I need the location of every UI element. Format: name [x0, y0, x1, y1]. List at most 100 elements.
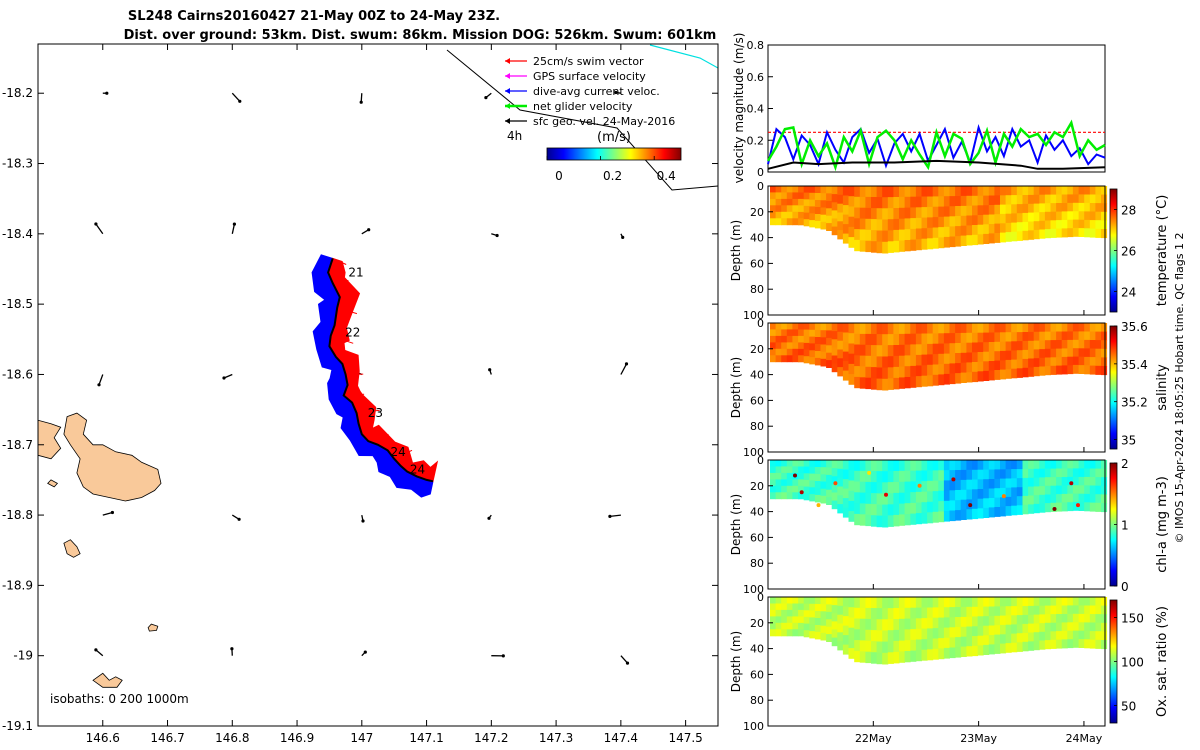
section-cell — [826, 489, 833, 498]
section-cell — [1011, 460, 1018, 470]
section-cell — [770, 460, 777, 467]
section-cell — [854, 355, 861, 367]
section-cell — [792, 342, 799, 350]
section-cell — [842, 469, 849, 480]
section-cell — [1039, 357, 1046, 367]
section-cell — [966, 509, 973, 520]
section-cell — [1022, 477, 1029, 488]
section-cell — [882, 597, 889, 609]
section-cell — [848, 186, 855, 197]
section-cell — [988, 323, 995, 333]
section-cell — [972, 508, 979, 520]
section-cell — [899, 196, 906, 209]
section-cell — [966, 616, 973, 627]
section-cell — [994, 370, 1001, 380]
section-cell — [955, 480, 962, 491]
section-cell — [859, 597, 866, 609]
section-cell — [882, 230, 889, 243]
map-axes: 146.6 146.7 146.8 146.9 147 147.1 147.2 147.3 14… — [2, 44, 718, 745]
section-cell — [1005, 460, 1012, 470]
section-cell — [977, 597, 984, 608]
section-cell — [904, 460, 911, 472]
section-cell — [977, 635, 984, 646]
section-cell — [1022, 195, 1029, 205]
section-y-tick-label: 100 — [743, 720, 764, 733]
swim-vector — [406, 465, 417, 472]
section-cell — [899, 460, 906, 472]
section-cell — [770, 342, 777, 350]
section-cell — [798, 335, 805, 343]
section-cell — [831, 500, 838, 510]
section-cell — [876, 471, 883, 483]
section-y-tick-label: 40 — [750, 232, 764, 245]
section-cell — [865, 629, 872, 642]
section-cell — [826, 497, 833, 505]
section-cell — [994, 233, 1001, 243]
section-cell — [1095, 477, 1102, 487]
section-cell — [854, 186, 861, 198]
section-cell — [949, 617, 956, 628]
section-cell — [770, 472, 777, 480]
section-cell — [893, 608, 900, 620]
section-cell — [792, 616, 799, 624]
section-cell — [837, 340, 844, 350]
section-cell — [1005, 624, 1012, 635]
section-cell — [955, 470, 962, 481]
section-cell — [972, 362, 979, 373]
section-cell — [826, 482, 833, 491]
section-cell — [899, 323, 906, 335]
section-cell — [1050, 365, 1057, 375]
section-cell — [1056, 228, 1063, 238]
section-cell — [1022, 367, 1029, 378]
section-cell — [1067, 468, 1074, 478]
section-cell — [1039, 203, 1046, 213]
section-cell — [1050, 357, 1057, 367]
section-cell — [1067, 219, 1074, 229]
section-y-tick-label: 60 — [750, 394, 764, 407]
section-cell — [949, 500, 956, 511]
speed-colorbar-tick-label: 0 — [555, 169, 563, 183]
section-y-tick-label: 20 — [750, 617, 764, 630]
section-cell — [955, 607, 962, 618]
swim-vector — [343, 393, 365, 396]
section-cell — [865, 640, 872, 653]
section-cell — [826, 208, 833, 217]
section-cell — [949, 236, 956, 248]
section-cell — [1000, 469, 1007, 480]
section-cell — [932, 186, 939, 197]
section-cell — [960, 509, 967, 520]
section-cell — [831, 597, 838, 606]
section-cell — [972, 195, 979, 207]
section-cell — [1089, 597, 1096, 606]
glider-track-line — [327, 258, 434, 483]
section-cell — [792, 466, 799, 474]
section-cell — [882, 652, 889, 665]
section-cell — [826, 597, 833, 605]
section-cell — [792, 355, 799, 363]
section-cell — [1056, 340, 1063, 349]
section-cell — [831, 605, 838, 614]
section-cell — [1011, 231, 1018, 242]
section-cell — [798, 629, 805, 637]
section-cell — [983, 205, 990, 216]
section-cell — [1078, 202, 1085, 212]
section-cell — [814, 220, 821, 229]
section-cell — [943, 607, 950, 618]
section-cell — [814, 467, 821, 475]
section-cell — [775, 186, 782, 193]
section-cell — [1044, 614, 1051, 624]
section-cell — [932, 491, 939, 502]
section-cell — [1028, 486, 1035, 496]
title-line-1: SL248 Cairns20160427 21-May 00Z to 24-Ma… — [128, 9, 500, 24]
section-cell — [1089, 631, 1096, 641]
section-cell — [899, 481, 906, 494]
section-cell — [1028, 468, 1035, 479]
section-cell — [983, 332, 990, 343]
section-cell — [871, 597, 878, 609]
section-cell — [871, 186, 878, 198]
section-colorbar-tick-label: 100 — [1121, 656, 1144, 670]
section-cell — [932, 196, 939, 208]
section-cell — [904, 323, 911, 335]
geo-velocity-arrowhead — [487, 516, 491, 520]
section-cell — [848, 480, 855, 492]
